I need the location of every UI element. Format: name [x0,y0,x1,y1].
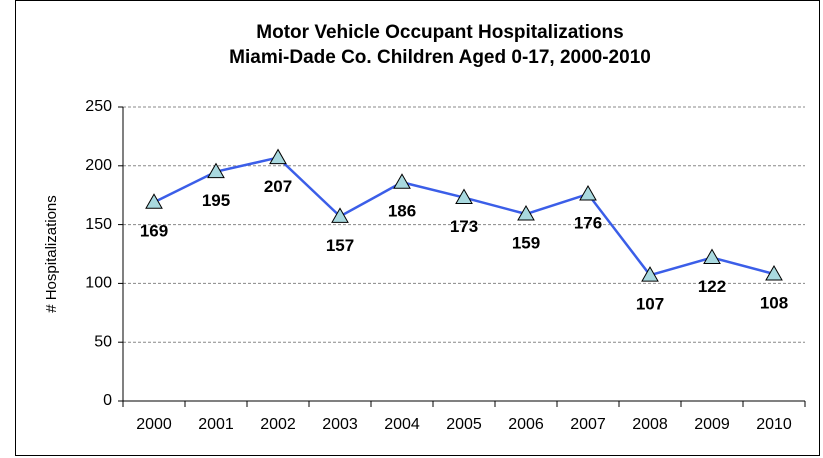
marker [641,266,659,282]
x-tick-label: 2005 [446,416,482,433]
y-tick-label: 100 [85,275,112,292]
data-label: 107 [636,295,664,314]
x-tick-label: 2009 [694,416,730,433]
y-tick-label: 250 [85,98,112,115]
data-label: 173 [450,217,478,236]
x-tick-label: 2004 [384,416,420,433]
x-tick-label: 2008 [632,416,668,433]
x-tick-label: 2002 [260,416,296,433]
y-tick-label: 50 [94,333,112,350]
marker [207,162,225,179]
data-label: 122 [698,277,726,296]
data-label: 159 [512,234,540,253]
x-tick-label: 2010 [756,416,792,433]
marker [331,207,349,223]
data-label: 169 [140,222,168,241]
y-tick-label: 150 [85,216,112,233]
data-label: 195 [202,191,230,210]
marker [517,205,535,221]
marker [145,193,163,209]
marker [765,264,783,281]
marker [703,248,721,265]
x-tick-label: 2007 [570,416,606,433]
x-tick-label: 2001 [198,416,234,433]
marker [579,185,597,201]
chart-title: Motor Vehicle Occupant Hospitalizations [256,22,623,43]
x-tick-label: 2006 [508,416,544,433]
data-label: 186 [388,202,416,221]
y-tick-label: 200 [85,157,112,174]
data-label: 108 [760,293,788,312]
x-tick-label: 2000 [136,416,172,433]
x-tick-label: 2003 [322,416,358,433]
data-label: 176 [574,214,602,233]
marker [455,188,473,205]
marker [393,173,411,189]
data-label: 207 [264,177,292,196]
chart-frame [15,0,820,456]
marker [269,148,287,165]
y-tick-label: 0 [103,392,112,409]
data-label: 157 [326,236,354,255]
chart-subtitle: Miami-Dade Co. Children Aged 0-17, 2000-… [229,47,651,68]
y-axis-label: # Hospitalizations [43,195,60,313]
